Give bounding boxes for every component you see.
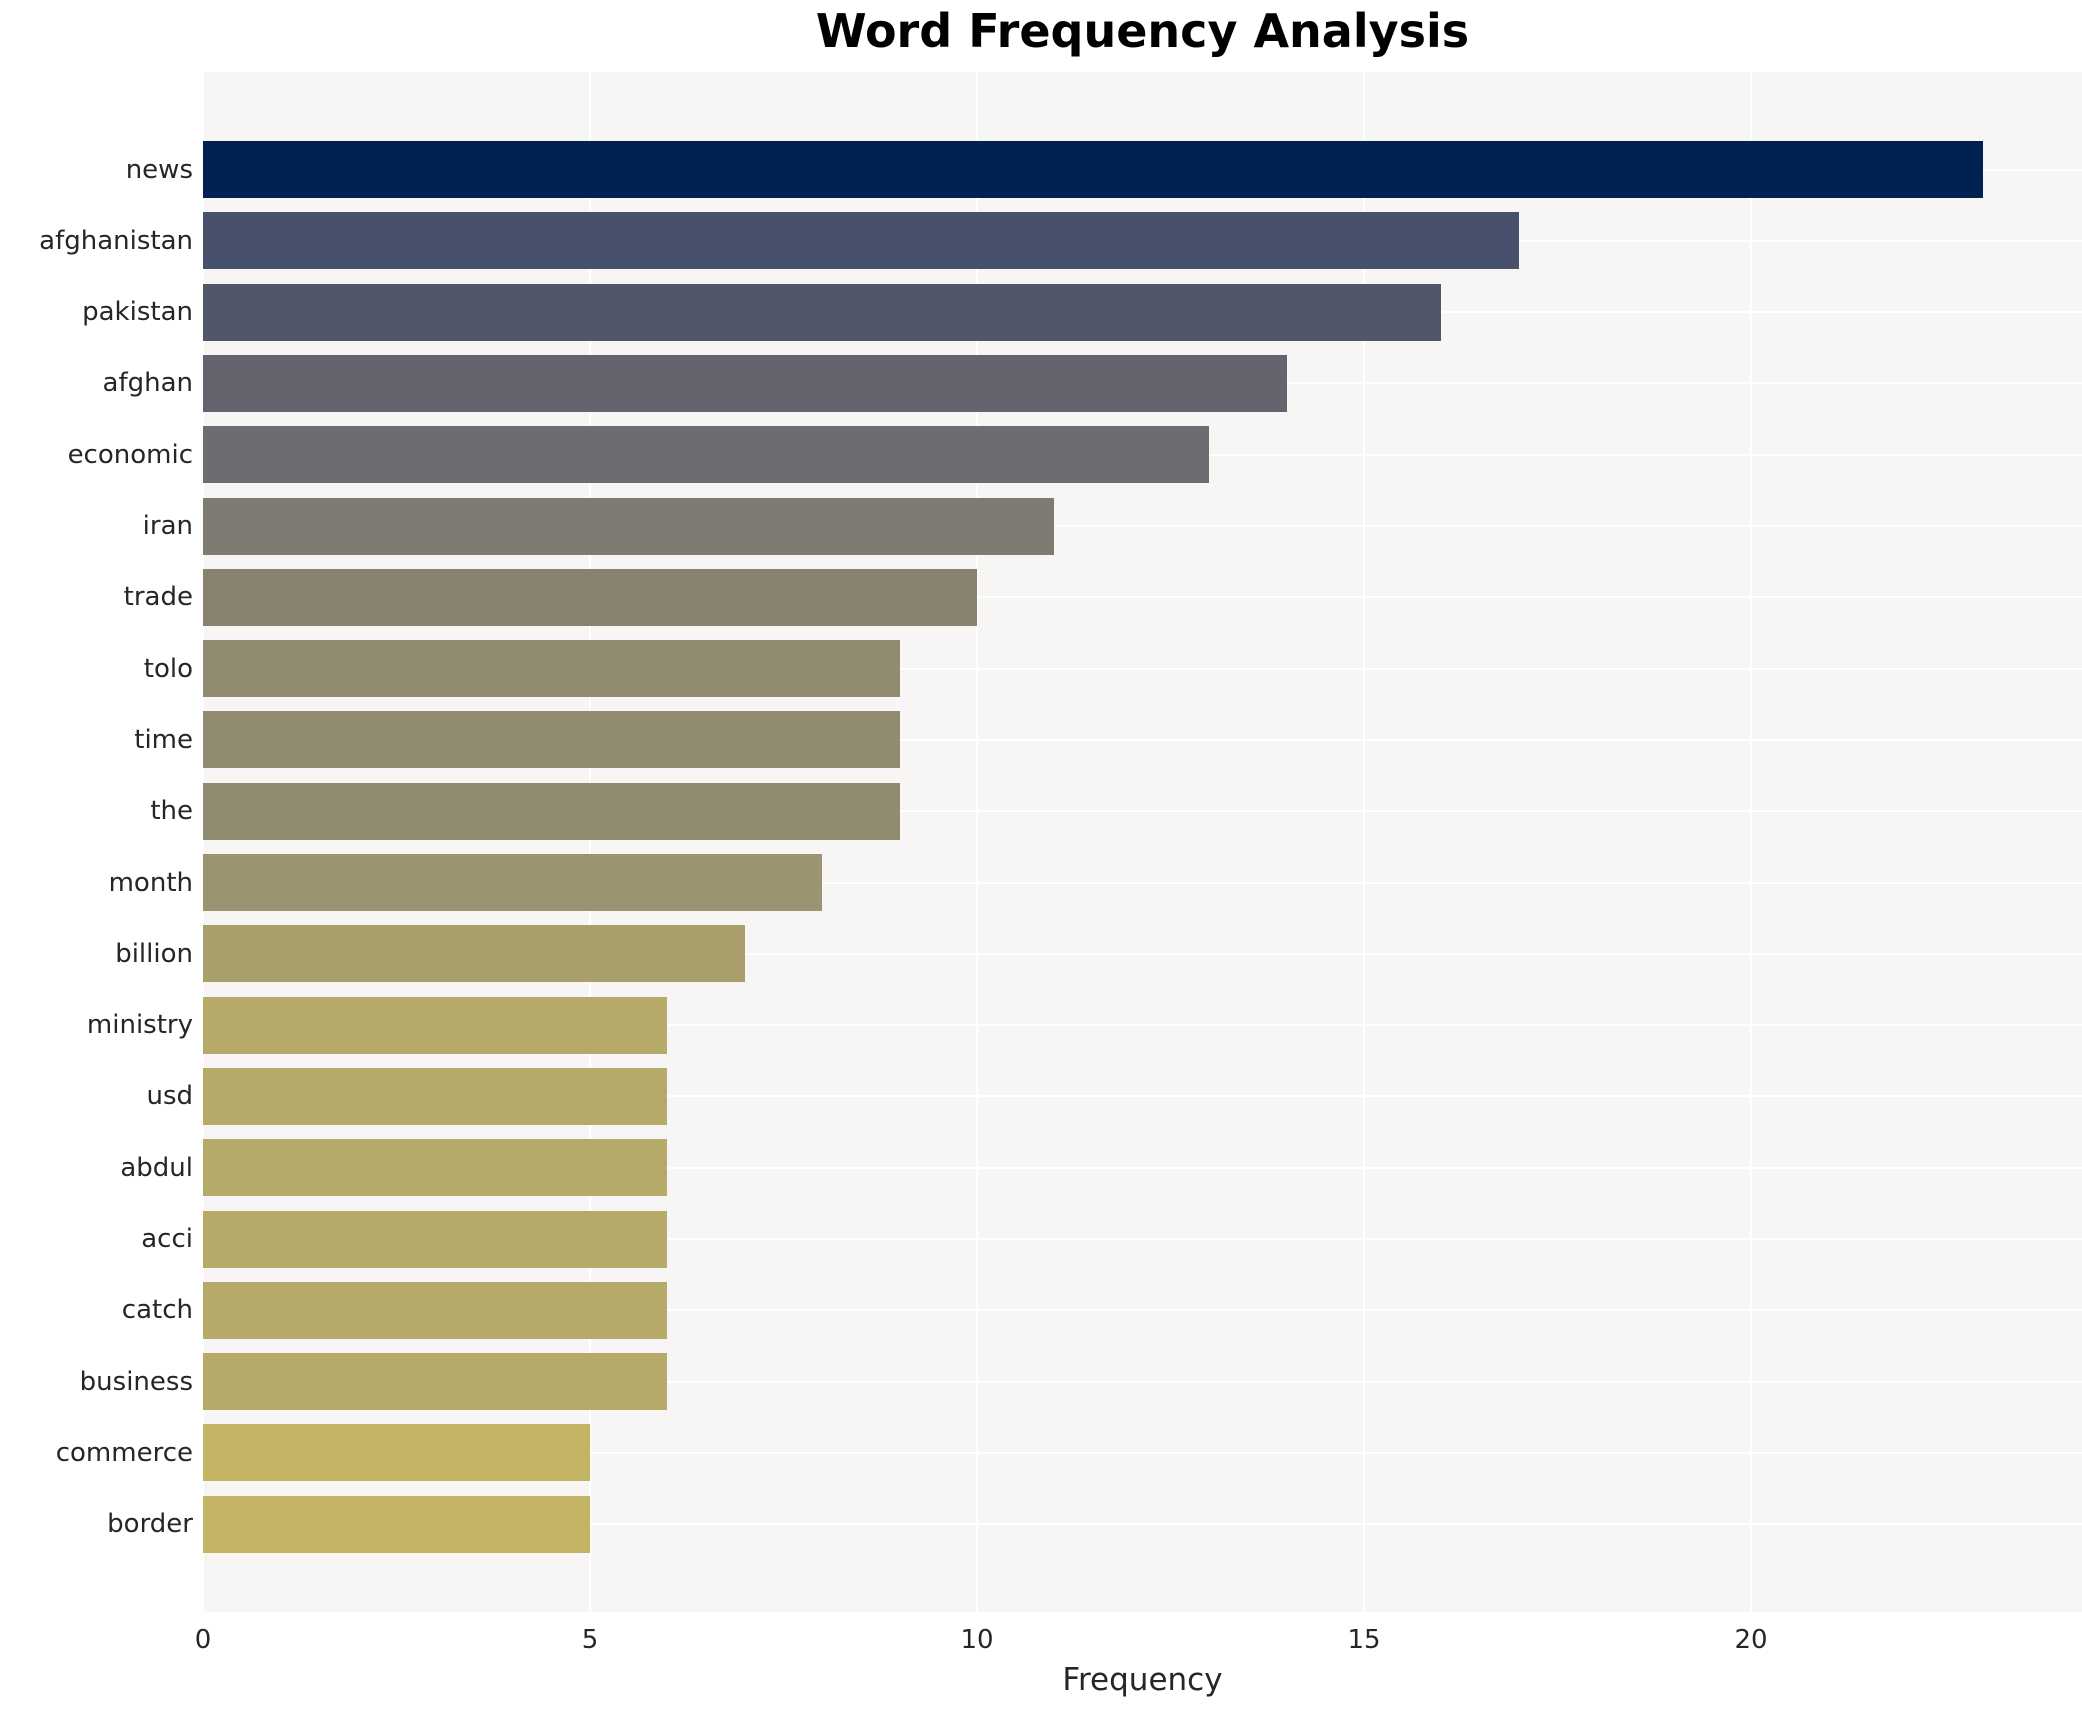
y-axis-label-billion: billion [115, 938, 193, 969]
y-gridline-acci [203, 1238, 2082, 1240]
y-axis-label-commerce: commerce [55, 1437, 193, 1468]
x-tick-label-20: 20 [1734, 1625, 1768, 1655]
y-gridline-usd [203, 1095, 2082, 1098]
bar-trade [203, 568, 977, 626]
bar-abdul [203, 1139, 668, 1197]
bar-news [203, 141, 1984, 198]
bar-usd [203, 1067, 668, 1125]
bar-tolo [203, 640, 900, 698]
bar-month [203, 854, 823, 911]
x-gridline-5 [589, 72, 591, 1612]
y-gridline-commerce [203, 1451, 2082, 1454]
x-tick-label-10: 10 [960, 1625, 994, 1655]
x-tick-label-5: 5 [581, 1625, 599, 1655]
bar-time [203, 711, 900, 769]
y-axis-label-acci: acci [141, 1224, 193, 1254]
plot-area [202, 72, 2082, 1612]
y-gridline-trade [203, 596, 2082, 599]
x-tick-label-15: 15 [1347, 1625, 1381, 1655]
bar-billion [203, 925, 745, 983]
y-axis-label-iran: iran [142, 511, 193, 541]
y-axis-label-time: time [134, 724, 193, 755]
y-gridline-month [203, 881, 2082, 884]
y-gridline-ministry [203, 1024, 2082, 1027]
bar-border [203, 1495, 590, 1553]
x-tick-label-0: 0 [194, 1625, 212, 1655]
bar-economic [203, 426, 1210, 484]
y-axis-label-pakistan: pakistan [82, 297, 193, 328]
y-gridline-iran [203, 525, 2082, 527]
y-gridline-abdul [203, 1166, 2082, 1169]
bar-catch [203, 1281, 668, 1339]
x-axis-title: Frequency [1062, 1662, 1223, 1698]
bar-the [203, 782, 900, 840]
y-axis-label-catch: catch [121, 1295, 193, 1326]
y-gridline-business [203, 1380, 2082, 1383]
bar-afghan [203, 354, 1287, 412]
y-axis-label-tolo: tolo [143, 653, 193, 684]
chart-title: Word Frequency Analysis [815, 4, 1470, 58]
y-axis-label-afghan: afghan [102, 368, 193, 399]
bar-commerce [203, 1424, 590, 1482]
y-gridline-tolo [203, 667, 2082, 670]
y-gridline-catch [203, 1309, 2082, 1312]
x-gridline-20 [1750, 72, 1752, 1612]
y-axis-label-ministry: ministry [86, 1010, 193, 1041]
bar-afghanistan [203, 212, 1519, 270]
y-axis-label-trade: trade [123, 582, 193, 613]
y-axis-label-afghanistan: afghanistan [39, 225, 193, 256]
y-gridline-billion [203, 952, 2082, 955]
y-gridline-the [203, 810, 2082, 813]
x-gridline-15 [1363, 72, 1365, 1612]
y-axis-label-business: business [79, 1366, 193, 1397]
y-axis-label-the: the [150, 796, 193, 827]
y-gridline-time [203, 738, 2082, 741]
y-axis-label-usd: usd [146, 1081, 193, 1112]
bar-ministry [203, 996, 668, 1054]
y-axis-label-month: month [108, 867, 193, 898]
bar-acci [203, 1210, 668, 1268]
y-axis-label-economic: economic [67, 439, 193, 470]
bar-business [203, 1353, 668, 1411]
bar-iran [203, 497, 1055, 555]
bar-pakistan [203, 283, 1442, 341]
x-gridline-0 [202, 72, 204, 1612]
x-gridline-10 [976, 72, 978, 1612]
y-axis-label-border: border [107, 1509, 193, 1540]
y-gridline-border [203, 1523, 2082, 1526]
y-axis-label-news: news [125, 154, 193, 185]
y-axis-label-abdul: abdul [120, 1152, 193, 1183]
